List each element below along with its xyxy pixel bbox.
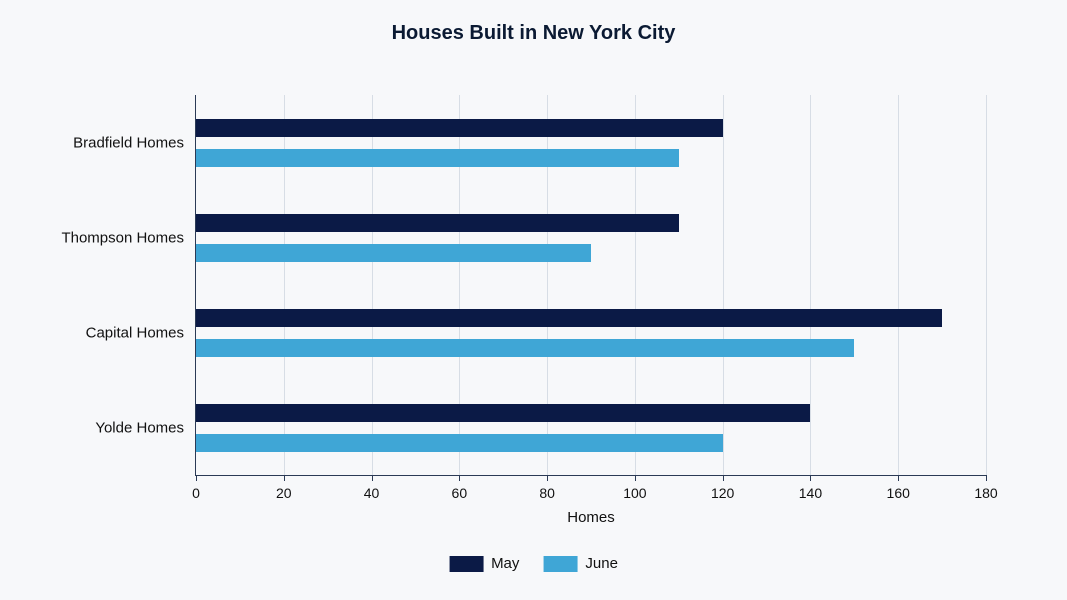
x-tick: [898, 475, 899, 481]
x-tick-label: 100: [623, 485, 646, 501]
legend-label: June: [585, 555, 618, 572]
legend-swatch: [449, 556, 483, 572]
bar: [196, 244, 591, 262]
bar: [196, 434, 723, 452]
x-tick: [547, 475, 548, 481]
x-tick-label: 140: [799, 485, 822, 501]
plot-area: Homes 020406080100120140160180Bradfield …: [195, 95, 986, 476]
x-tick: [459, 475, 460, 481]
x-tick-label: 20: [276, 485, 292, 501]
x-tick: [810, 475, 811, 481]
category-label: Capital Homes: [86, 324, 184, 341]
x-tick: [635, 475, 636, 481]
x-tick: [723, 475, 724, 481]
gridline: [986, 95, 987, 475]
bar: [196, 149, 679, 167]
gridline: [810, 95, 811, 475]
x-tick-label: 0: [192, 485, 200, 501]
bar: [196, 119, 723, 137]
x-tick-label: 180: [974, 485, 997, 501]
chart-container: Houses Built in New York City Homes 0204…: [0, 0, 1067, 600]
bar: [196, 404, 810, 422]
category-label: Yolde Homes: [95, 419, 184, 436]
legend-item: June: [543, 555, 618, 572]
bar: [196, 309, 942, 327]
legend-item: May: [449, 555, 519, 572]
bar: [196, 339, 854, 357]
gridline: [898, 95, 899, 475]
x-tick-label: 60: [452, 485, 468, 501]
x-tick-label: 40: [364, 485, 380, 501]
x-tick-label: 120: [711, 485, 734, 501]
x-tick: [196, 475, 197, 481]
legend: May June: [449, 555, 618, 572]
chart-title: Houses Built in New York City: [0, 22, 1067, 45]
bar: [196, 214, 679, 232]
category-label: Bradfield Homes: [73, 134, 184, 151]
x-tick: [284, 475, 285, 481]
legend-swatch: [543, 556, 577, 572]
legend-label: May: [491, 555, 519, 572]
x-tick-label: 80: [539, 485, 555, 501]
category-label: Thompson Homes: [61, 229, 184, 246]
x-tick-label: 160: [887, 485, 910, 501]
x-axis-label: Homes: [567, 509, 615, 526]
x-tick: [986, 475, 987, 481]
x-tick: [372, 475, 373, 481]
